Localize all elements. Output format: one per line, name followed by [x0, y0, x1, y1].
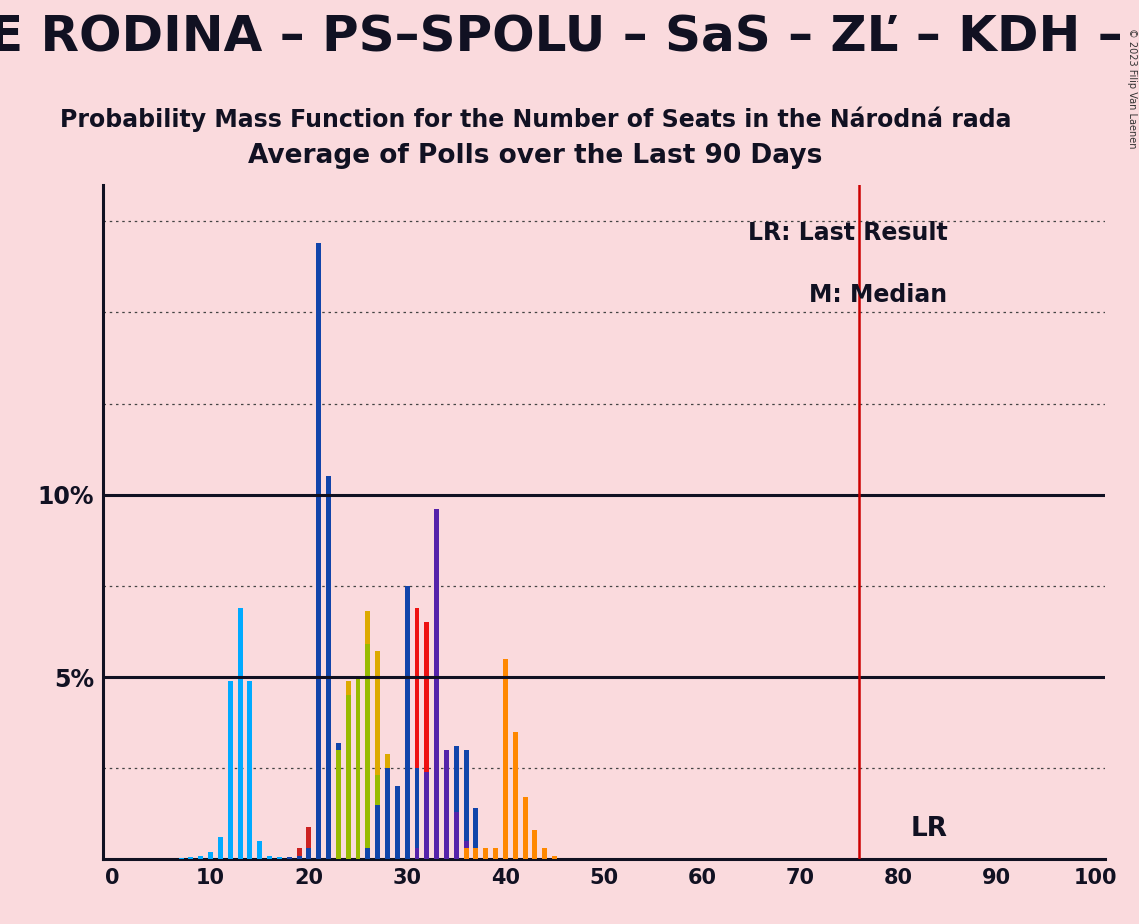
Bar — [532, 830, 538, 859]
Bar — [208, 852, 213, 859]
Text: © 2023 Filip Van Laenen: © 2023 Filip Van Laenen — [1126, 28, 1137, 148]
Bar — [415, 848, 419, 859]
Bar — [375, 775, 380, 859]
Bar — [306, 848, 311, 859]
Bar — [336, 750, 341, 859]
Text: LR: Last Result: LR: Last Result — [748, 221, 948, 245]
Bar — [355, 677, 360, 859]
Bar — [179, 858, 183, 859]
Bar — [464, 856, 468, 859]
Text: Probability Mass Function for the Number of Seats in the Národná rada: Probability Mass Function for the Number… — [59, 106, 1011, 132]
Bar — [464, 848, 468, 859]
Bar — [385, 768, 390, 859]
Bar — [483, 852, 489, 859]
Bar — [444, 750, 449, 859]
Text: E RODINA – PS–SPOLU – SaS – ZĽ – KDH – SMK–MKP: E RODINA – PS–SPOLU – SaS – ZĽ – KDH – S… — [0, 14, 1139, 62]
Bar — [375, 805, 380, 859]
Bar — [395, 856, 400, 859]
Bar — [336, 743, 341, 859]
Bar — [415, 856, 419, 859]
Bar — [404, 841, 410, 859]
Text: M: Median: M: Median — [810, 284, 948, 308]
Bar — [375, 856, 380, 859]
Bar — [513, 732, 518, 859]
Bar — [483, 848, 489, 859]
Bar — [385, 856, 390, 859]
Bar — [523, 797, 527, 859]
Bar — [415, 608, 419, 859]
Bar — [464, 841, 468, 859]
Bar — [188, 857, 194, 859]
Bar — [287, 857, 292, 859]
Bar — [326, 856, 331, 859]
Bar — [317, 790, 321, 859]
Bar — [434, 732, 439, 859]
Bar — [542, 848, 547, 859]
Bar — [453, 848, 459, 859]
Bar — [453, 747, 459, 859]
Bar — [366, 644, 370, 859]
Bar — [326, 477, 331, 859]
Bar — [346, 681, 351, 859]
Bar — [366, 848, 370, 859]
Bar — [395, 816, 400, 859]
Bar — [375, 651, 380, 859]
Bar — [474, 856, 478, 859]
Bar — [474, 848, 478, 859]
Bar — [404, 608, 410, 859]
Text: LR: LR — [910, 816, 948, 842]
Bar — [434, 768, 439, 859]
Bar — [296, 848, 302, 859]
Bar — [434, 509, 439, 859]
Bar — [395, 786, 400, 859]
Bar — [306, 826, 311, 859]
Bar — [346, 695, 351, 859]
Bar — [238, 608, 243, 859]
Bar — [247, 681, 253, 859]
Bar — [218, 837, 223, 859]
Bar — [346, 826, 351, 859]
Bar — [444, 750, 449, 859]
Bar — [355, 852, 360, 859]
Bar — [425, 786, 429, 859]
Bar — [503, 659, 508, 859]
Bar — [425, 772, 429, 859]
Bar — [198, 856, 203, 859]
Bar — [425, 623, 429, 859]
Bar — [317, 243, 321, 859]
Bar — [385, 754, 390, 859]
Text: Average of Polls over the Last 90 Days: Average of Polls over the Last 90 Days — [248, 143, 822, 169]
Bar — [444, 816, 449, 859]
Bar — [415, 768, 419, 859]
Bar — [268, 856, 272, 859]
Bar — [474, 808, 478, 859]
Bar — [453, 812, 459, 859]
Bar — [385, 833, 390, 859]
Bar — [404, 586, 410, 859]
Bar — [296, 856, 302, 859]
Bar — [277, 857, 281, 859]
Bar — [395, 786, 400, 859]
Bar — [257, 841, 262, 859]
Bar — [228, 681, 232, 859]
Bar — [355, 699, 360, 859]
Bar — [366, 612, 370, 859]
Bar — [287, 857, 292, 859]
Bar — [493, 848, 498, 859]
Bar — [552, 856, 557, 859]
Bar — [464, 750, 468, 859]
